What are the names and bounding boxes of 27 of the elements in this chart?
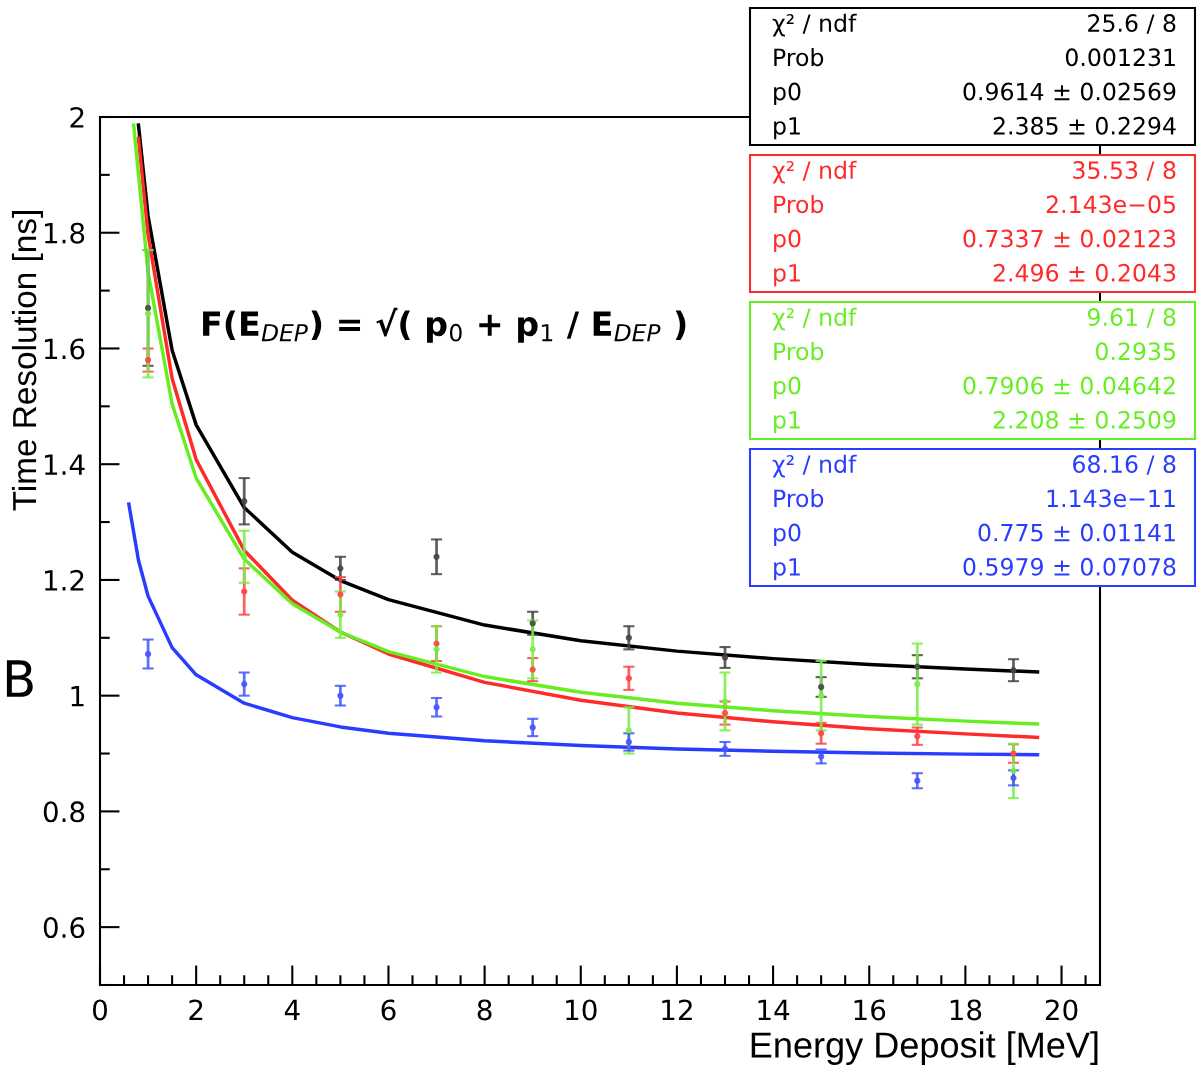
- x-tick-label: 16: [854, 999, 886, 1021]
- text: F(E$_{DEP}$) = √( p$_{0}$ + p$_{1}$ / E$_{DEP}$ ): [203, 307, 686, 343]
- x-tick-label: 10: [566, 999, 597, 1021]
- text: χ² / ndf 25.6 / 8 Prob 0.001231 p0 0.9614 ± 0.02569 p1 2.385 ± 0.2294: [772, 13, 1176, 140]
- y-tick-label: 1.6: [44, 338, 85, 360]
- x-tick-label: 0: [92, 999, 107, 1021]
- x-tick-label: 20: [1045, 999, 1078, 1021]
- x-tick-label: 12: [662, 999, 692, 1020]
- x-tick-label: 14: [758, 999, 790, 1020]
- y-axis-title: Time Resolution [ns]: [11, 211, 43, 511]
- y-tick-label: 1.4: [44, 454, 85, 475]
- x-axis-title: Energy Deposit [MeV]: [751, 1031, 1098, 1065]
- text: χ² / ndf 35.53 / 8 Prob 2.143e−05 p0 0.7337 ± 0.02123 p1 2.496 ± 0.2043: [772, 160, 1176, 287]
- x-tick-label: 4: [284, 999, 300, 1020]
- y-tick-label: 1.8: [44, 222, 85, 244]
- x-tick-label: 8: [477, 999, 492, 1021]
- y-tick-label: 1.2: [44, 569, 84, 591]
- x-tick-label: 18: [950, 999, 982, 1021]
- y-tick-label: 0.6: [43, 917, 85, 939]
- y-tick-label: 1: [71, 685, 84, 707]
- y-tick-label: 2: [70, 106, 84, 128]
- x-tick-label: 2: [189, 999, 203, 1020]
- text: χ² / ndf 68.16 / 8 Prob 1.143e−11 p0 0.775 ± 0.01141 p1 0.5979 ± 0.07078: [772, 454, 1176, 581]
- y-tick-label: 0.8: [43, 801, 85, 823]
- text: χ² / ndf 9.61 / 8 Prob 0.2935 p0 0.7906 ± 0.04642 p1 2.208 ± 0.2509: [772, 307, 1176, 434]
- text: B: [6, 660, 33, 697]
- x-tick-label: 6: [381, 999, 396, 1021]
